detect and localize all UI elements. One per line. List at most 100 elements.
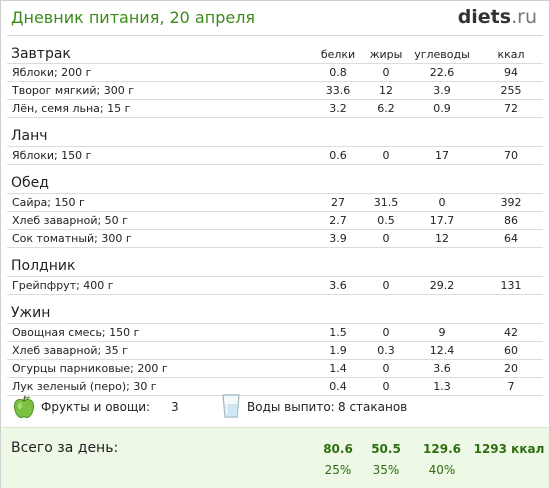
fat-value: 0 bbox=[382, 380, 390, 393]
column-kcal: ккал bbox=[497, 48, 525, 61]
table-row: Яблоки; 200 г 0.8 0 22.6 94 bbox=[7, 63, 543, 82]
food-name: Лук зеленый (перо); 30 г bbox=[12, 380, 157, 393]
kcal-value: 60 bbox=[504, 344, 518, 357]
total-fat: 50.5 bbox=[371, 442, 401, 456]
fat-value: 0 bbox=[382, 326, 390, 339]
apple-icon bbox=[13, 395, 35, 419]
protein-value: 1.4 bbox=[329, 362, 347, 375]
table-header: Завтрак белки жиры углеводы ккал bbox=[1, 41, 549, 63]
protein-value: 0.8 bbox=[329, 66, 347, 79]
kcal-value: 72 bbox=[504, 102, 518, 115]
table-row: Сайра; 150 г 27 31.5 0 392 bbox=[7, 193, 543, 212]
carbs-value: 17 bbox=[435, 149, 449, 162]
protein-value: 27 bbox=[331, 196, 345, 209]
food-name: Яблоки; 200 г bbox=[12, 66, 92, 79]
protein-value: 3.9 bbox=[329, 232, 347, 245]
carbs-value: 17.7 bbox=[429, 214, 455, 227]
protein-value: 0.6 bbox=[329, 149, 347, 162]
kcal-value: 255 bbox=[500, 84, 522, 97]
food-name: Хлеб заварной; 50 г bbox=[12, 214, 128, 227]
protein-value: 0.4 bbox=[329, 380, 347, 393]
protein-value: 3.2 bbox=[329, 102, 347, 115]
fruits-label: Фрукты и овощи: bbox=[41, 400, 151, 414]
meal-title: Ужин bbox=[11, 305, 51, 321]
protein-value: 33.6 bbox=[325, 84, 351, 97]
carbs-percent: 40% bbox=[428, 463, 456, 477]
fat-value: 0 bbox=[382, 232, 390, 245]
food-name: Яблоки; 150 г bbox=[12, 149, 92, 162]
kcal-value: 70 bbox=[504, 149, 518, 162]
carbs-value: 12.4 bbox=[429, 344, 455, 357]
total-kcal: 1293 ккал bbox=[473, 442, 545, 456]
fat-percent: 35% bbox=[372, 463, 400, 477]
meal-title: Ланч bbox=[11, 128, 48, 144]
fat-value: 0 bbox=[382, 66, 390, 79]
kcal-value: 20 bbox=[504, 362, 518, 375]
table-row: Хлеб заварной; 50 г 2.7 0.5 17.7 86 bbox=[7, 211, 543, 230]
fat-value: 0 bbox=[382, 149, 390, 162]
table-row: Яблоки; 150 г 0.6 0 17 70 bbox=[7, 146, 543, 165]
page-title: Дневник питания, 20 апреля bbox=[11, 8, 256, 27]
totals-label: Всего за день: bbox=[11, 440, 119, 456]
kcal-value: 94 bbox=[504, 66, 518, 79]
food-name: Сайра; 150 г bbox=[12, 196, 85, 209]
table-row: Лён, семя льна; 15 г 3.2 6.2 0.9 72 bbox=[7, 99, 543, 118]
header-divider bbox=[7, 35, 543, 36]
site-logo[interactable]: diets.ru bbox=[458, 6, 537, 28]
food-name: Огурцы парниковые; 200 г bbox=[12, 362, 168, 375]
column-carbs: углеводы bbox=[414, 48, 470, 61]
logo-main: diets bbox=[457, 6, 512, 28]
food-name: Творог мягкий; 300 г bbox=[12, 84, 135, 97]
total-carbs: 129.6 bbox=[423, 442, 461, 456]
food-name: Овощная смесь; 150 г bbox=[12, 326, 140, 339]
fat-value: 12 bbox=[379, 84, 393, 97]
water-value: 8 стаканов bbox=[338, 400, 408, 414]
table-row: Хлеб заварной; 35 г 1.9 0.3 12.4 60 bbox=[7, 341, 543, 360]
header: Дневник питания, 20 апреля diets.ru bbox=[1, 1, 549, 35]
protein-value: 1.9 bbox=[329, 344, 347, 357]
meal-title: Обед bbox=[11, 175, 49, 191]
meal-breakfast: Завтрак белки жиры углеводы ккал Яблоки;… bbox=[1, 41, 549, 118]
fruits-value: 3 bbox=[171, 400, 179, 414]
carbs-value: 0 bbox=[438, 196, 446, 209]
carbs-value: 22.6 bbox=[429, 66, 455, 79]
protein-value: 2.7 bbox=[329, 214, 347, 227]
carbs-value: 29.2 bbox=[429, 279, 455, 292]
table-row: Грейпфрут; 400 г 3.6 0 29.2 131 bbox=[7, 276, 543, 295]
water-glass-icon bbox=[222, 394, 240, 418]
daily-totals: Всего за день: 80.6 50.5 129.6 1293 ккал… bbox=[1, 427, 549, 488]
carbs-value: 1.3 bbox=[433, 380, 451, 393]
carbs-value: 9 bbox=[438, 326, 446, 339]
carbs-value: 3.6 bbox=[433, 362, 451, 375]
carbs-value: 0.9 bbox=[433, 102, 451, 115]
meal-poldnik: Полдник Грейпфрут; 400 г 3.6 0 29.2 131 bbox=[1, 255, 549, 295]
meal-title: Завтрак bbox=[11, 46, 71, 62]
table-row: Овощная смесь; 150 г 1.5 0 9 42 bbox=[7, 323, 543, 342]
kcal-value: 7 bbox=[507, 380, 515, 393]
protein-value: 3.6 bbox=[329, 279, 347, 292]
fat-value: 6.2 bbox=[377, 102, 395, 115]
protein-percent: 25% bbox=[324, 463, 352, 477]
fat-value: 0.3 bbox=[377, 344, 395, 357]
protein-value: 1.5 bbox=[329, 326, 347, 339]
kcal-value: 131 bbox=[500, 279, 522, 292]
extras-row: Фрукты и овощи: 3 Воды выпито: 8 стакано… bbox=[1, 393, 549, 423]
kcal-value: 392 bbox=[500, 196, 522, 209]
carbs-value: 12 bbox=[435, 232, 449, 245]
fat-value: 0 bbox=[382, 362, 390, 375]
table-row: Творог мягкий; 300 г 33.6 12 3.9 255 bbox=[7, 81, 543, 100]
table-row: Сок томатный; 300 г 3.9 0 12 64 bbox=[7, 229, 543, 248]
kcal-value: 64 bbox=[504, 232, 518, 245]
food-name: Сок томатный; 300 г bbox=[12, 232, 132, 245]
total-protein: 80.6 bbox=[323, 442, 353, 456]
table-row: Огурцы парниковые; 200 г 1.4 0 3.6 20 bbox=[7, 359, 543, 378]
fat-value: 0.5 bbox=[377, 214, 395, 227]
food-name: Грейпфрут; 400 г bbox=[12, 279, 114, 292]
meals-table: Завтрак белки жиры углеводы ккал Яблоки;… bbox=[1, 41, 549, 396]
meal-title: Полдник bbox=[11, 258, 76, 274]
meal-obed: Обед Сайра; 150 г 27 31.5 0 392 Хлеб зав… bbox=[1, 172, 549, 248]
kcal-value: 86 bbox=[504, 214, 518, 227]
kcal-value: 42 bbox=[504, 326, 518, 339]
fat-value: 31.5 bbox=[373, 196, 399, 209]
